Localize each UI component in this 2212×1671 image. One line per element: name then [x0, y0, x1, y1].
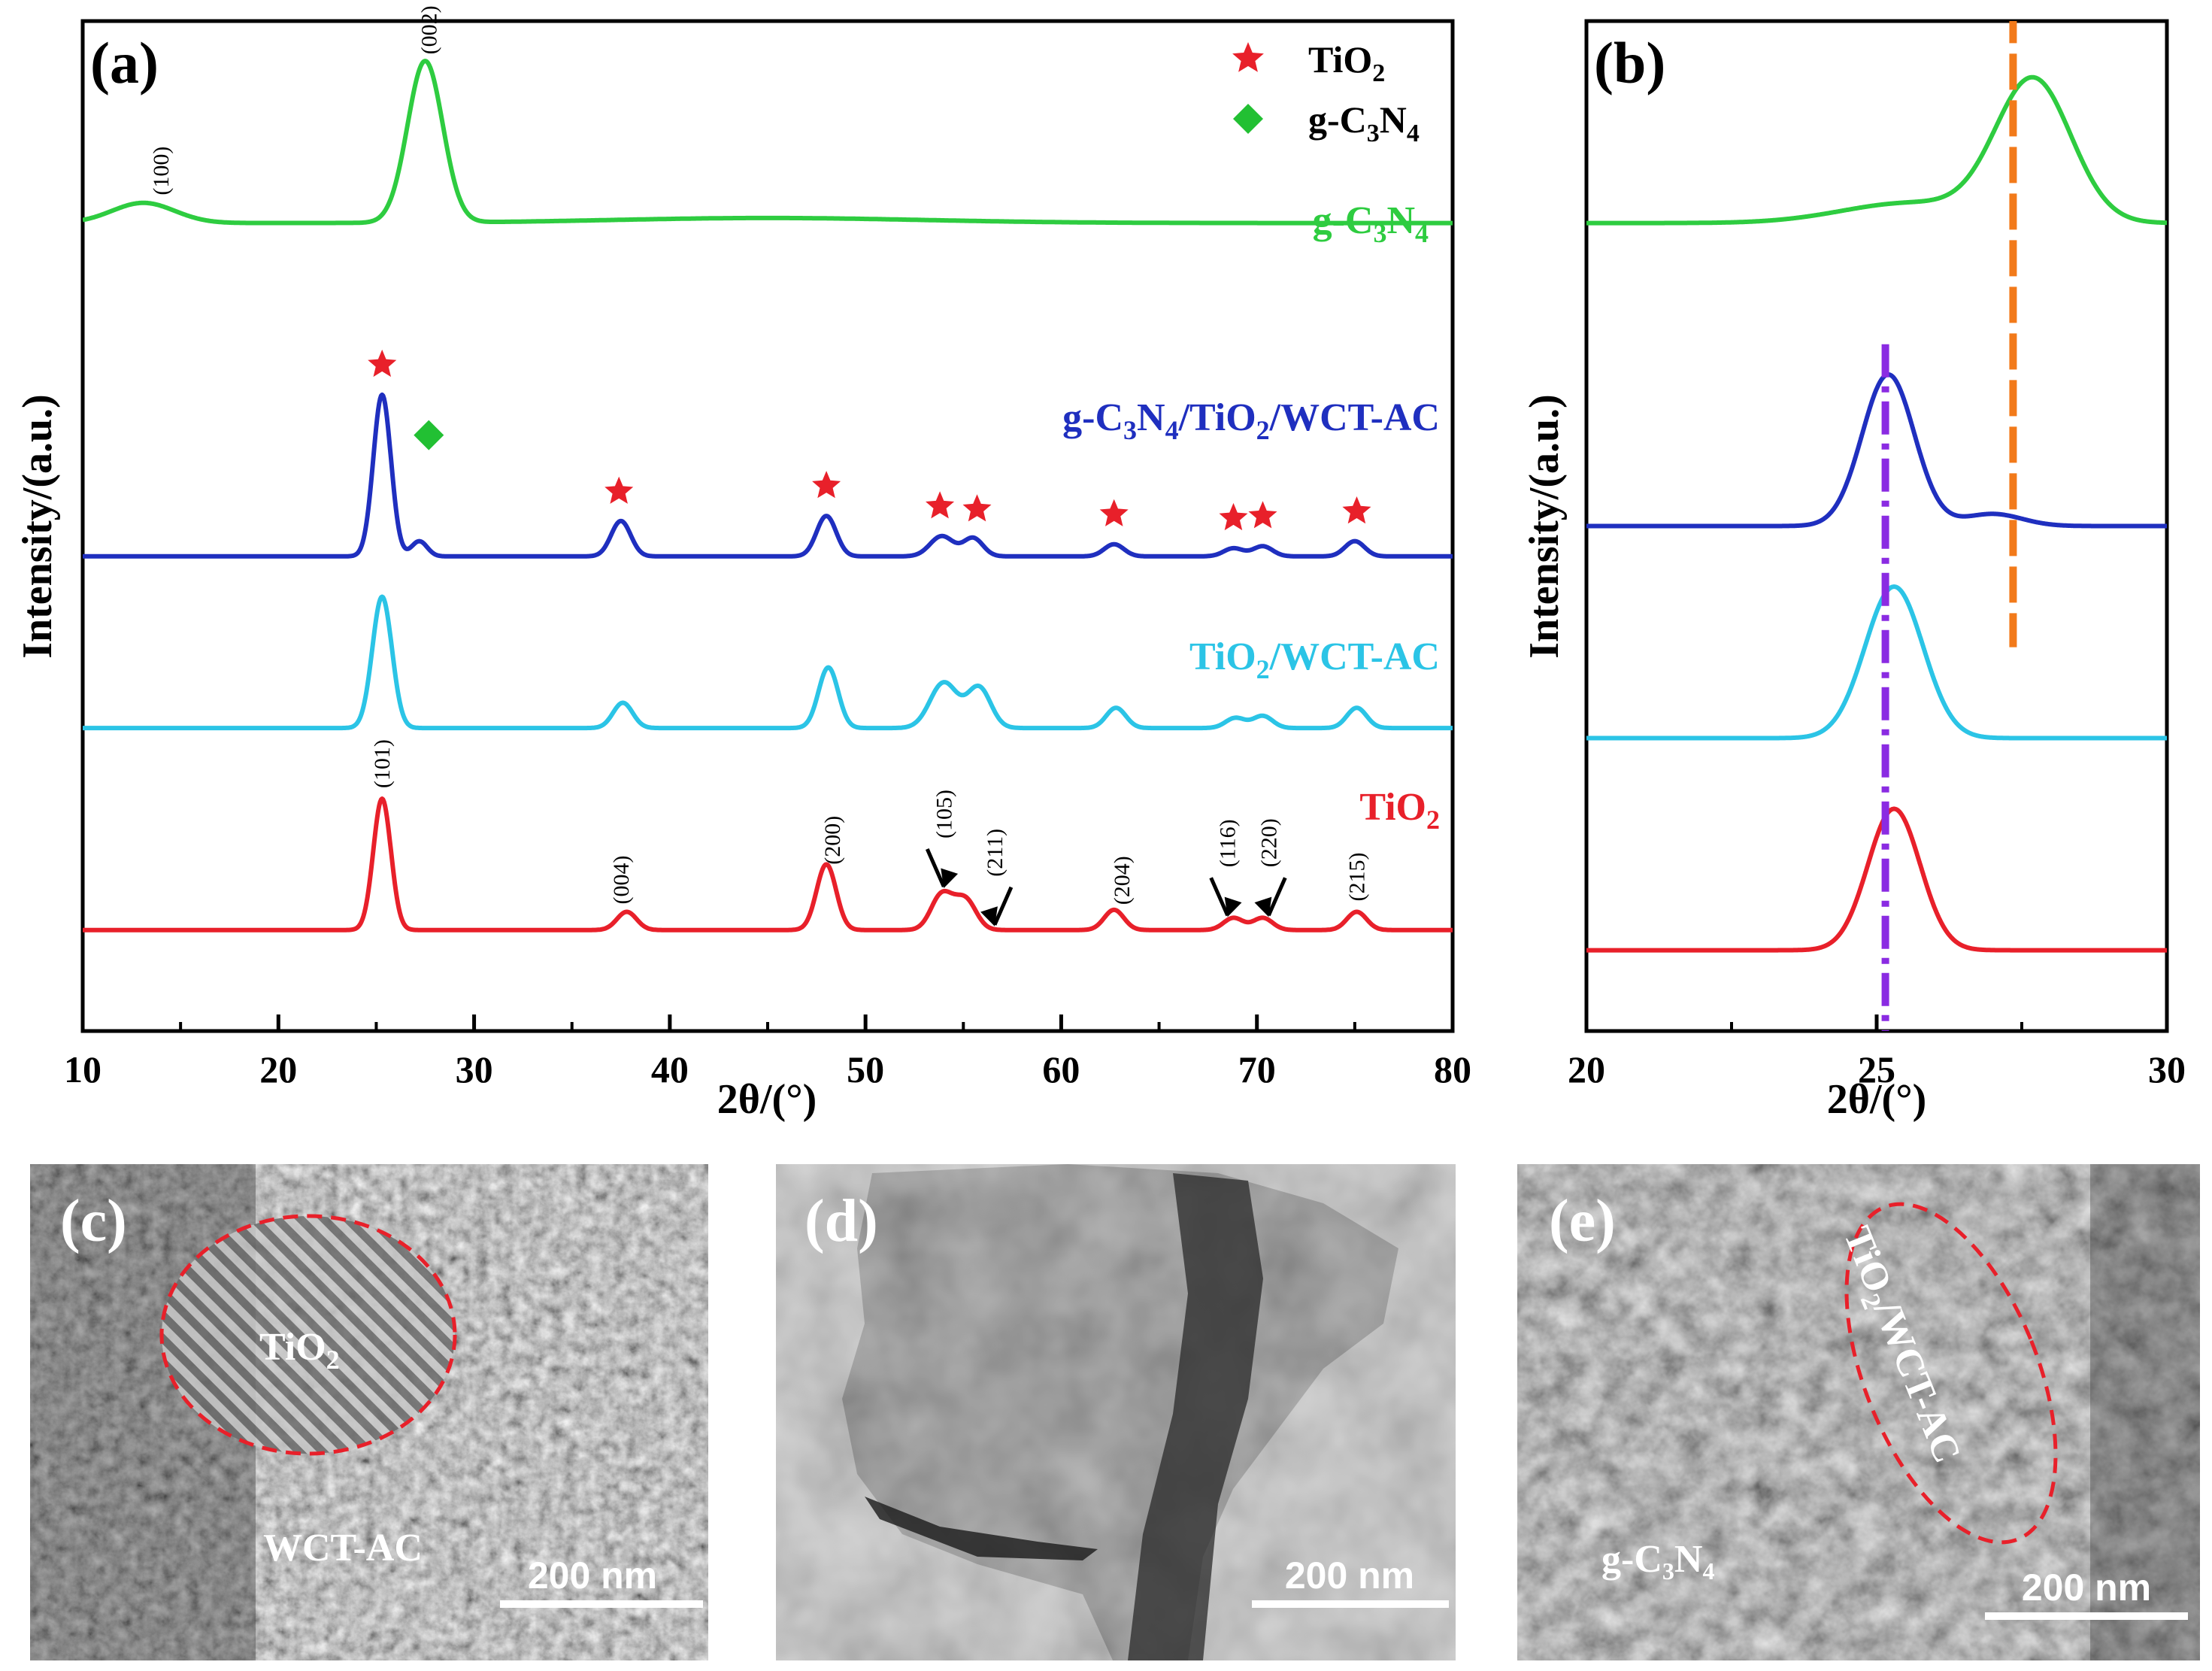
tem-e-scale-text: 200 nm	[2022, 1566, 2151, 1609]
panel-a-label: (a)	[90, 30, 159, 96]
peak-arrow-head	[1254, 896, 1272, 917]
panel-b-ticks: 20 25 30	[1568, 1014, 2186, 1090]
star-marker	[368, 349, 397, 378]
hkl-label: (116)	[1216, 819, 1241, 867]
legend-tio2: TiO2	[1308, 38, 1385, 87]
series-line-tiwct	[83, 594, 1453, 731]
peak-arrow	[1209, 877, 1229, 917]
series-label-comp: g-C3N4/TiO2/WCT-AC	[1062, 396, 1440, 445]
hkl-label: (200)	[820, 816, 845, 865]
hkl-label: (204)	[1110, 856, 1135, 905]
peak-arrow	[1267, 877, 1287, 917]
series-line-gcn	[83, 59, 1453, 226]
peak-arrow-head	[941, 868, 959, 889]
x-tick-label: 30	[456, 1048, 493, 1090]
series-line-comp	[83, 392, 1453, 559]
panel-a: 10 20 30 40 50 60 70 80 (100) (002) (101) (004) (20…	[14, 5, 1471, 1123]
tem-c-region-wctac: WCT-AC	[263, 1527, 423, 1569]
panel-b-ylabel: Intensity/(a.u.)	[1521, 394, 1568, 659]
diamond-marker	[414, 420, 444, 450]
panel-a-hkl-labels: (100) (002) (101) (004) (200) (105) (211) (204)…	[149, 5, 1369, 926]
panel-b: 20 25 30 (b) 2θ/(°) Intensity/(a.u.)	[1521, 19, 2186, 1123]
x-tick-label: 40	[651, 1048, 689, 1090]
x-tick-label: 10	[64, 1048, 102, 1090]
series-line-gcn	[1586, 74, 2167, 226]
tem-e-region-gcn: g-C3N4	[1601, 1538, 1714, 1585]
tem-d-scale-text: 200 nm	[1285, 1554, 1414, 1597]
x-tick-label: 60	[1042, 1048, 1080, 1090]
panel-a-xlabel: 2θ/(°)	[717, 1076, 817, 1123]
x-tick-label: 25	[1858, 1048, 1895, 1090]
peak-arrow-head	[1224, 896, 1242, 917]
panel-a-frame	[80, 19, 1455, 1033]
tem-d-scale-bar	[1252, 1600, 1449, 1608]
x-tick-label: 20	[259, 1048, 297, 1090]
hkl-label: (215)	[1344, 853, 1369, 902]
hkl-label: (002)	[417, 5, 442, 54]
star-marker	[962, 494, 992, 522]
star-marker	[1248, 501, 1277, 529]
tem-panel-d: (d) 200 nm	[776, 1164, 1456, 1660]
series-line-comp	[1586, 372, 2167, 529]
tem-d-label: (d)	[805, 1188, 878, 1254]
series-line-tio2	[1586, 806, 2167, 953]
star-marker	[812, 471, 841, 499]
tem-c-label: (c)	[60, 1188, 127, 1254]
x-tick-label: 70	[1238, 1048, 1276, 1090]
panel-a-ylabel: Intensity/(a.u.)	[14, 394, 61, 659]
tem-panel-c: (c) TiO2 WCT-AC 200 nm	[30, 1164, 708, 1660]
panel-a-curves	[83, 59, 1453, 933]
panel-b-xlabel: 2θ/(°)	[1827, 1076, 1926, 1123]
series-line-tio2	[83, 796, 1453, 933]
hkl-label: (100)	[149, 147, 174, 196]
star-marker	[605, 476, 634, 504]
hkl-label: (004)	[609, 856, 634, 905]
panel-a-legend: TiO2 g-C3N4	[1232, 38, 1420, 147]
panel-a-ticks: 10 20 30 40 50 60 70 80	[64, 1014, 1471, 1090]
series-line-tiwct	[1586, 584, 2167, 741]
panel-b-label: (b)	[1594, 30, 1665, 96]
star-marker	[926, 491, 955, 519]
star-marker	[1342, 496, 1371, 524]
composite-region-outline	[1844, 1202, 2058, 1545]
star-icon	[1232, 42, 1264, 72]
x-tick-label: 30	[2148, 1048, 2186, 1090]
star-marker	[1219, 502, 1248, 531]
panel-a-markers	[368, 349, 1371, 531]
tio2-region-outline	[159, 1214, 457, 1456]
series-label-tio2: TiO2	[1359, 786, 1440, 835]
x-tick-label: 20	[1568, 1048, 1605, 1090]
tem-c-scale-bar	[500, 1600, 703, 1608]
peak-arrow-head	[980, 906, 998, 926]
legend-gcn: g-C3N4	[1308, 99, 1420, 147]
hkl-label: (211)	[983, 829, 1008, 877]
peak-arrow	[925, 848, 946, 888]
peak-arrow	[992, 886, 1014, 926]
hkl-label: (220)	[1256, 818, 1281, 867]
diamond-icon	[1233, 104, 1263, 134]
tem-panel-e: (e) TiO2/WCT-AC g-C3N4 200 nm	[1517, 1164, 2200, 1660]
tem-e-label: (e)	[1549, 1188, 1616, 1254]
series-label-gcn: g-C3N4	[1313, 199, 1429, 248]
hkl-label: (105)	[932, 790, 956, 839]
x-tick-label: 50	[847, 1048, 884, 1090]
hkl-label: (101)	[370, 739, 395, 788]
series-label-tiwct: TiO2/WCT-AC	[1189, 635, 1440, 684]
tem-c-scale-text: 200 nm	[528, 1554, 657, 1597]
star-marker	[1099, 499, 1129, 526]
x-tick-label: 80	[1434, 1048, 1471, 1090]
tem-e-scale-bar	[1985, 1612, 2188, 1620]
panel-b-curves	[1586, 21, 2167, 1031]
